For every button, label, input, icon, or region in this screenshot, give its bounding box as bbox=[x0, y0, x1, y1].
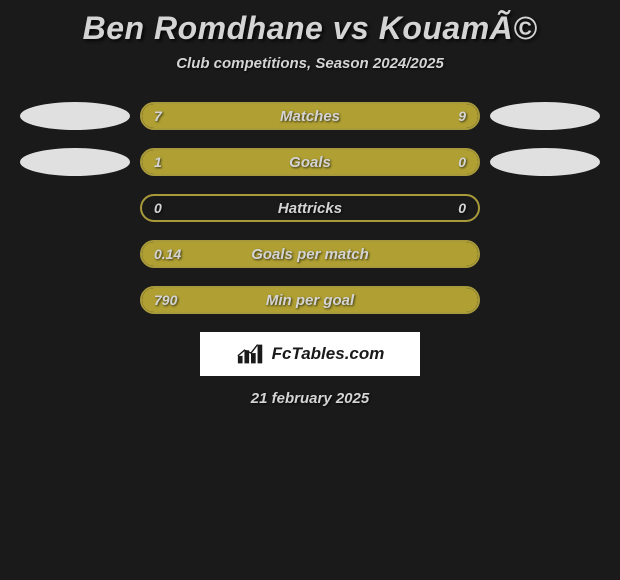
bar-fill-left bbox=[142, 288, 478, 312]
stat-bar: Min per goal790 bbox=[140, 286, 480, 314]
player-left-oval bbox=[20, 102, 130, 130]
bar-fill-right bbox=[411, 150, 478, 174]
player-right-oval bbox=[490, 148, 600, 176]
brand-text: FcTables.com bbox=[272, 344, 385, 364]
subtitle: Club competitions, Season 2024/2025 bbox=[0, 55, 620, 72]
stat-bar: Matches79 bbox=[140, 102, 480, 130]
bar-fill-left bbox=[142, 242, 478, 266]
stat-rows: Matches79 Goals10 Hattricks0 0 Goals per mat… bbox=[0, 102, 620, 314]
stat-bar: Goals10 bbox=[140, 148, 480, 176]
stat-row: Goals per match0.14 bbox=[0, 240, 620, 268]
stat-row: Goals10 bbox=[0, 148, 620, 176]
comparison-widget: Ben Romdhane vs KouamÃ© Club competition… bbox=[0, 0, 620, 417]
page-title: Ben Romdhane vs KouamÃ© bbox=[0, 10, 620, 47]
stat-row: Hattricks0 0 bbox=[0, 194, 620, 222]
stat-bar: Goals per match0.14 bbox=[140, 240, 480, 268]
stat-row: Min per goal790 bbox=[0, 286, 620, 314]
stat-label: Hattricks bbox=[142, 196, 478, 220]
bars-icon bbox=[236, 342, 266, 366]
bar-fill-left bbox=[142, 104, 289, 128]
player-right-oval bbox=[490, 102, 600, 130]
bar-fill-right bbox=[289, 104, 478, 128]
stat-bar: Hattricks0 0 bbox=[140, 194, 480, 222]
player-left-oval bbox=[20, 148, 130, 176]
stat-value-left: 0 bbox=[154, 196, 162, 220]
brand-logo[interactable]: FcTables.com bbox=[200, 332, 420, 376]
stat-row: Matches79 bbox=[0, 102, 620, 130]
stat-value-right: 0 bbox=[458, 196, 466, 220]
footer-date: 21 february 2025 bbox=[0, 390, 620, 407]
